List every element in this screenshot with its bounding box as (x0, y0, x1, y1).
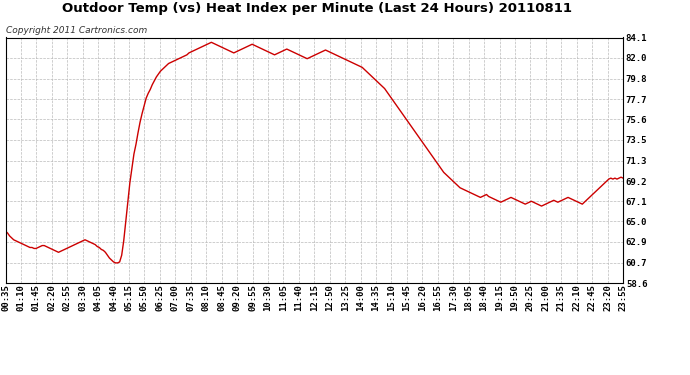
Text: Outdoor Temp (vs) Heat Index per Minute (Last 24 Hours) 20110811: Outdoor Temp (vs) Heat Index per Minute … (62, 2, 573, 15)
Text: Copyright 2011 Cartronics.com: Copyright 2011 Cartronics.com (6, 26, 147, 35)
